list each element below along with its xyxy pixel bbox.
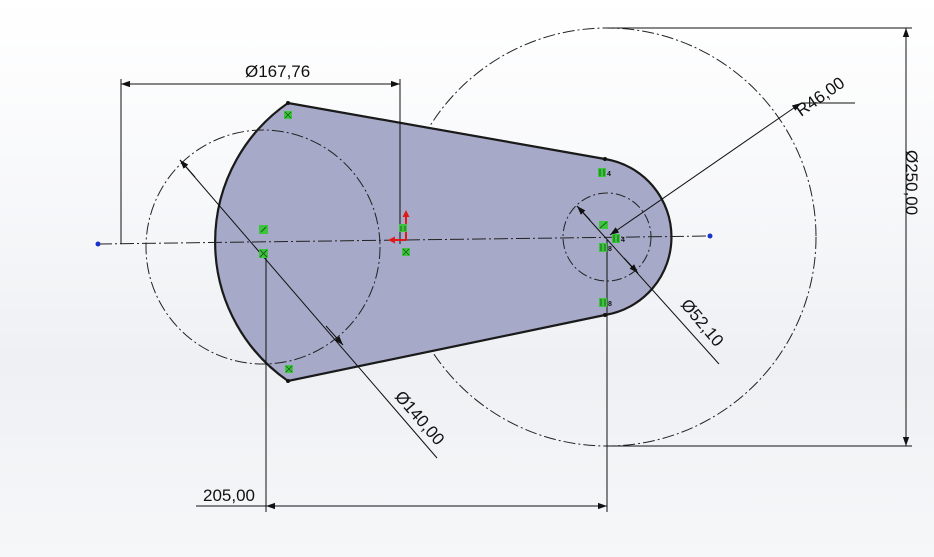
center-line[interactable] [97, 235, 711, 245]
relation-icon-coincident-left-lower[interactable] [259, 249, 268, 258]
relation-icon-right-mid[interactable]: 4 [612, 234, 625, 244]
relation-icon-right-center[interactable]: 8 [599, 243, 612, 253]
center-distance-label: 205,00 [203, 486, 255, 505]
relation-icon-right-top[interactable]: 4 [598, 168, 611, 178]
relation-number-right-bottom: 8 [608, 301, 612, 308]
hub-diameter-label: Ø52,10 [677, 295, 727, 350]
radius-label: R46,00 [792, 73, 848, 120]
dimension-large-diameter[interactable]: Ø250,00 [607, 27, 921, 447]
relation-icon-tangent-top[interactable] [284, 111, 292, 119]
top-diameter-label: Ø167,76 [245, 62, 310, 81]
large-diameter-label: Ø250,00 [902, 150, 921, 215]
relation-icon-tangent-bottom[interactable] [285, 365, 293, 373]
relation-number-right-top: 4 [607, 171, 611, 178]
dimension-center-distance[interactable]: 205,00 [196, 240, 608, 512]
tangent-point-bottom-left[interactable] [286, 379, 290, 383]
tangent-point-top-left[interactable] [286, 101, 290, 105]
centerline-end-point[interactable] [707, 233, 713, 239]
relation-number-right-center: 8 [608, 246, 612, 253]
centerline-start-point[interactable] [95, 241, 101, 247]
relation-icon-origin-lower[interactable] [402, 248, 410, 256]
relation-number-right-mid: 4 [621, 237, 625, 244]
small-diameter-label: Ø140,00 [391, 387, 448, 449]
relation-icon-right-bottom[interactable]: 8 [599, 298, 612, 308]
small-construction-circle[interactable] [145, 129, 381, 365]
relation-icon-origin-upper[interactable] [399, 224, 407, 232]
relation-icon-right-center-top[interactable] [599, 221, 608, 229]
relation-icon-coincident-left-upper[interactable] [259, 225, 268, 234]
tangent-point-bottom-right[interactable] [603, 313, 607, 317]
tangent-point-top-right[interactable] [603, 157, 607, 161]
dimension-top-diameter[interactable]: Ø167,76 [120, 62, 401, 244]
